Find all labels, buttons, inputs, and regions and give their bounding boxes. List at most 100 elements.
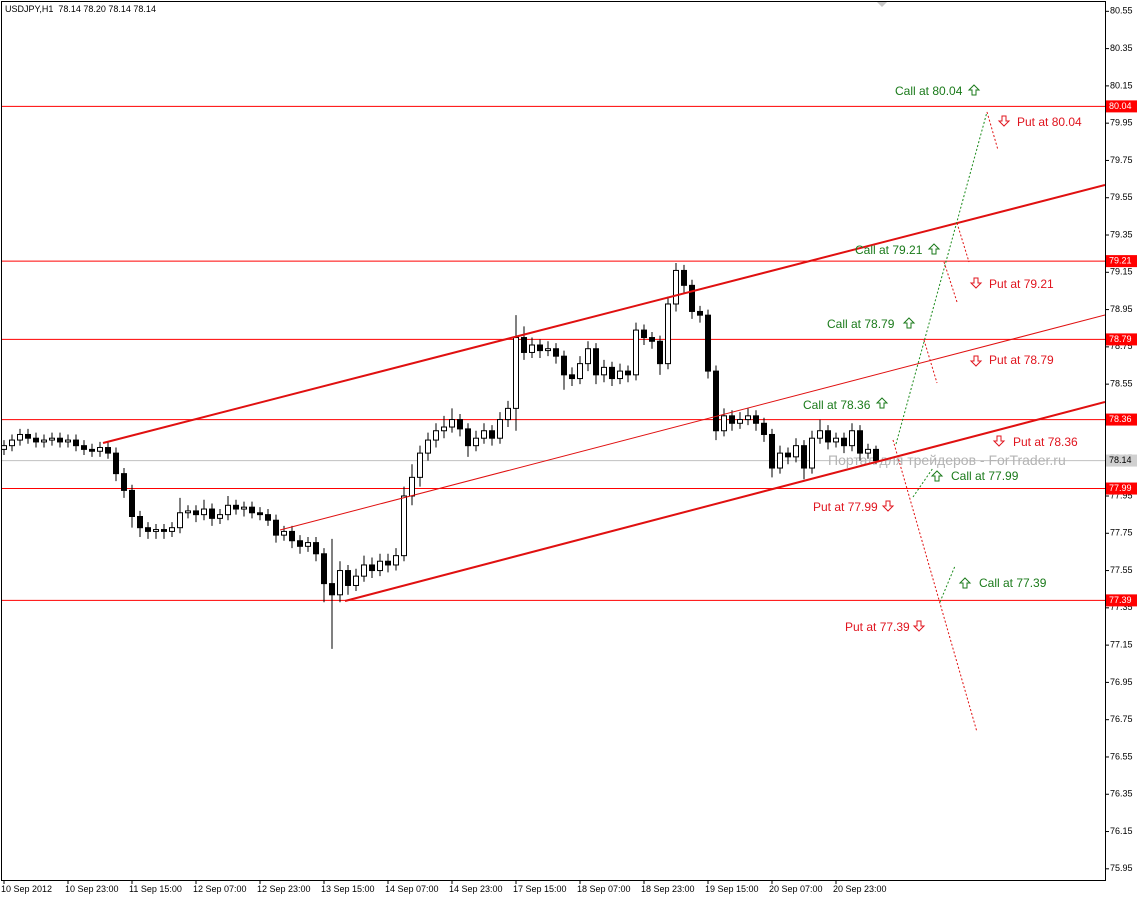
candle-body	[345, 570, 351, 586]
level-box	[1106, 333, 1137, 346]
level-label: 77.39	[1109, 595, 1132, 605]
projection-up	[939, 565, 956, 603]
candle-body	[545, 348, 551, 352]
candle-body	[537, 344, 543, 352]
candle-body	[713, 370, 719, 432]
candle-body	[337, 570, 343, 596]
plot-area: Портал для трейдеров - ForTrader.ru	[2, 111, 1105, 733]
candle-body	[329, 583, 335, 596]
candle-body	[129, 489, 135, 517]
candle-body	[689, 284, 695, 312]
y-tick-label: 77.15	[1110, 639, 1133, 649]
up-arrow	[875, 397, 889, 409]
candle-body	[89, 448, 95, 452]
candle-body	[41, 439, 47, 443]
call-label: Call at 77.39	[979, 576, 1047, 590]
candle-body	[513, 337, 519, 409]
candle-body	[441, 426, 447, 432]
x-tick-label: 18 Sep 07:00	[577, 884, 631, 894]
x-tick-label: 10 Sep 23:00	[65, 884, 119, 894]
put-label: Put at 79.21	[989, 277, 1054, 291]
candle-body	[857, 430, 863, 454]
candle-body	[553, 348, 559, 357]
y-tick-label: 79.15	[1110, 267, 1133, 277]
candle-body	[169, 527, 175, 532]
candles	[2, 262, 879, 649]
candle-body	[313, 542, 319, 555]
candle-body	[193, 510, 199, 516]
candle-body	[497, 419, 503, 439]
candle-body	[57, 437, 63, 443]
candle-body	[769, 433, 775, 469]
level-box	[1106, 255, 1137, 268]
up-arrow	[927, 243, 941, 255]
candle-body	[817, 430, 823, 439]
candle-body	[241, 506, 247, 510]
level-box	[1106, 413, 1137, 426]
projection-up	[912, 467, 934, 498]
candle-body	[369, 564, 375, 572]
y-tick-label: 75.95	[1110, 863, 1133, 873]
candle-body	[353, 575, 359, 586]
candle-body	[153, 529, 159, 532]
put-label: Put at 77.99	[813, 500, 878, 514]
candle-body	[569, 374, 575, 380]
y-tick-label: 78.75	[1110, 341, 1133, 351]
x-tick-label: 10 Sep 2012	[1, 884, 52, 894]
candle-body	[785, 452, 791, 458]
scroll-marker	[877, 2, 887, 7]
candle-body	[849, 430, 855, 447]
candle-body	[457, 419, 463, 430]
y-tick-label: 80.35	[1110, 43, 1133, 53]
candle-body	[729, 415, 735, 424]
plot-frame	[1, 1, 1106, 881]
candle-body	[385, 560, 391, 566]
candle-body	[825, 430, 831, 443]
x-tick-label: 12 Sep 23:00	[257, 884, 311, 894]
axis-layer: 75.95 76.15 76.35 76.55 76.75 76.95 77.15 77.35…	[1, 6, 1137, 894]
candle-body	[649, 337, 655, 342]
y-tick-label: 79.55	[1110, 192, 1133, 202]
y-tick-label: 78.55	[1110, 379, 1133, 389]
down-arrow	[997, 115, 1011, 127]
y-tick-label: 79.35	[1110, 229, 1133, 239]
candle-body	[833, 437, 839, 443]
candle-body	[417, 452, 423, 478]
candle-body	[801, 445, 807, 469]
current-price-label: 78.14	[1109, 455, 1132, 465]
candle-body	[201, 508, 207, 516]
call-label: Call at 78.79	[827, 317, 895, 331]
channel-upper	[102, 184, 1105, 444]
candle-body	[97, 447, 103, 452]
x-tick-label: 13 Sep 15:00	[321, 884, 375, 894]
y-tick-label: 77.55	[1110, 565, 1133, 575]
y-tick-label: 79.75	[1110, 155, 1133, 165]
candle-body	[185, 510, 191, 514]
candle-body	[809, 437, 815, 469]
candle-body	[625, 370, 631, 376]
y-tick-label: 76.35	[1110, 789, 1133, 799]
candle-body	[473, 437, 479, 447]
x-tick-label: 14 Sep 07:00	[385, 884, 439, 894]
candle-body	[489, 430, 495, 439]
candle-body	[673, 269, 679, 305]
candle-body	[2, 445, 7, 450]
y-tick-label: 76.75	[1110, 714, 1133, 724]
candle-body	[361, 564, 367, 577]
down-arrow	[881, 500, 895, 512]
candle-body	[617, 370, 623, 380]
put-label: Put at 78.36	[1013, 435, 1078, 449]
down-arrow	[969, 355, 983, 367]
candle-body	[273, 519, 279, 536]
candle-body	[561, 355, 567, 376]
projection-up	[895, 111, 988, 445]
level-box	[1106, 482, 1137, 495]
candle-body	[761, 422, 767, 435]
projection-down	[956, 222, 970, 263]
candle-body	[33, 437, 39, 443]
candle-body	[49, 437, 55, 441]
y-tick-label: 77.35	[1110, 602, 1133, 612]
current-price-box	[1106, 454, 1137, 467]
candle-body	[465, 428, 471, 447]
